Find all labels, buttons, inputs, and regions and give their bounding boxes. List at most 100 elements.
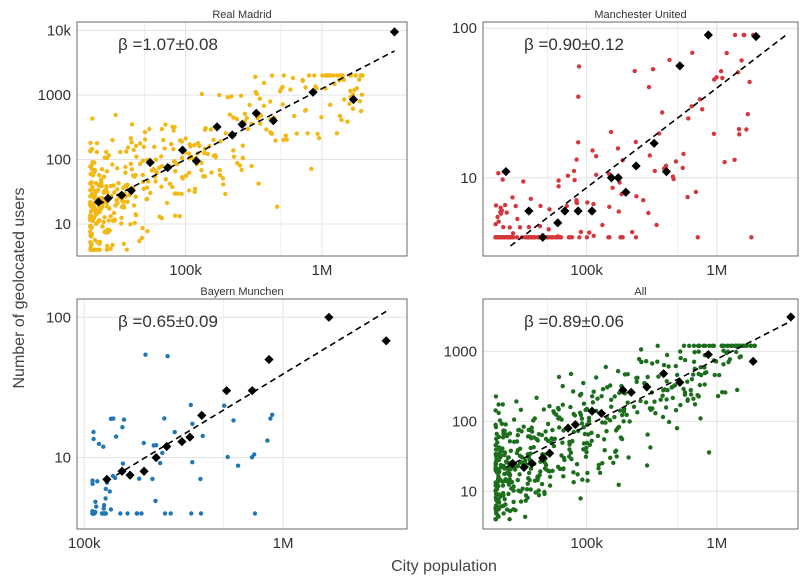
raw-point — [162, 416, 167, 421]
raw-point — [625, 400, 630, 405]
raw-point — [96, 183, 101, 188]
raw-point — [528, 196, 533, 201]
raw-point — [674, 426, 680, 431]
binned-point — [703, 30, 713, 40]
raw-point — [511, 488, 516, 493]
binned-point — [162, 441, 172, 452]
raw-point — [202, 146, 207, 152]
raw-point — [638, 398, 643, 404]
raw-point — [618, 435, 624, 440]
raw-point — [202, 174, 208, 179]
raw-point — [515, 216, 520, 222]
raw-point — [247, 102, 252, 108]
raw-point — [357, 77, 362, 82]
raw-point — [581, 425, 586, 430]
binned-point — [631, 161, 641, 171]
raw-point — [496, 468, 502, 473]
panel-2: 100k 1M 10 100 Bayern Munchen β =0.65±0.09 — [46, 286, 408, 552]
x-tick-label: 100k — [169, 262, 202, 279]
raw-point — [100, 224, 105, 229]
raw-point — [511, 417, 517, 422]
raw-point — [702, 382, 707, 387]
raw-point — [594, 172, 599, 177]
raw-point — [721, 348, 726, 353]
raw-point — [587, 230, 592, 235]
raw-point — [339, 117, 344, 123]
raw-point — [124, 149, 129, 154]
raw-point — [714, 75, 719, 80]
raw-point — [334, 131, 340, 136]
raw-point — [720, 390, 725, 395]
raw-point — [217, 167, 222, 173]
panel-1: 100k 1M 10 100 Manchester United β =0.90±0.12 — [452, 9, 799, 279]
raw-point — [107, 489, 113, 494]
raw-point — [89, 180, 94, 185]
beta-annotation: β =1.07±0.08 — [118, 35, 218, 54]
raw-point — [303, 85, 308, 90]
raw-point — [494, 235, 500, 240]
raw-point — [590, 394, 595, 399]
raw-point — [189, 511, 194, 516]
y-tick-label: 100 — [46, 309, 71, 326]
binned-point — [675, 61, 685, 71]
raw-point — [596, 462, 601, 468]
raw-point — [240, 155, 245, 160]
raw-point — [561, 474, 566, 479]
raw-point — [129, 167, 134, 172]
raw-point — [108, 214, 113, 219]
binned-point — [177, 145, 188, 155]
raw-point — [739, 58, 744, 63]
raw-point — [353, 73, 358, 78]
raw-point — [664, 397, 669, 402]
raw-point — [547, 469, 552, 474]
binned-point — [93, 197, 104, 207]
raw-point — [518, 499, 524, 504]
raw-point — [493, 222, 498, 227]
raw-point — [557, 415, 562, 420]
raw-point — [142, 137, 148, 142]
raw-point — [125, 511, 130, 516]
raw-point — [231, 418, 236, 423]
raw-point — [556, 184, 561, 189]
raw-point — [528, 451, 533, 456]
raw-point — [539, 481, 545, 487]
beta-annotation: β =0.89±0.06 — [524, 312, 624, 331]
raw-point — [656, 374, 661, 379]
raw-point — [521, 424, 526, 429]
raw-point — [90, 478, 95, 483]
raw-point — [225, 95, 230, 100]
raw-point — [192, 142, 197, 148]
panel-title: Manchester United — [594, 9, 686, 21]
raw-point — [546, 438, 551, 444]
raw-point — [284, 137, 289, 142]
binned-point — [117, 466, 127, 476]
raw-point — [511, 499, 516, 505]
binned-point — [661, 166, 672, 177]
raw-point — [280, 84, 285, 90]
raw-point — [593, 154, 599, 159]
raw-point — [689, 104, 694, 109]
raw-point — [576, 94, 581, 99]
raw-point — [626, 455, 631, 460]
raw-point — [681, 386, 686, 392]
raw-point — [252, 452, 257, 457]
raw-point — [634, 379, 639, 384]
raw-point — [256, 181, 261, 186]
raw-point — [358, 108, 364, 114]
raw-point — [234, 116, 240, 122]
raw-point — [202, 127, 208, 132]
raw-point — [501, 224, 506, 230]
binned-point — [212, 122, 222, 132]
raw-point — [613, 428, 619, 433]
binned-point — [703, 349, 713, 360]
raw-point — [348, 88, 353, 94]
raw-point — [202, 151, 207, 156]
raw-point — [720, 75, 725, 81]
raw-point — [340, 73, 345, 78]
raw-point — [574, 157, 579, 162]
raw-point — [579, 421, 585, 426]
binned-point — [348, 94, 359, 105]
raw-point — [257, 96, 263, 101]
raw-point — [94, 212, 99, 217]
raw-point — [140, 158, 146, 163]
